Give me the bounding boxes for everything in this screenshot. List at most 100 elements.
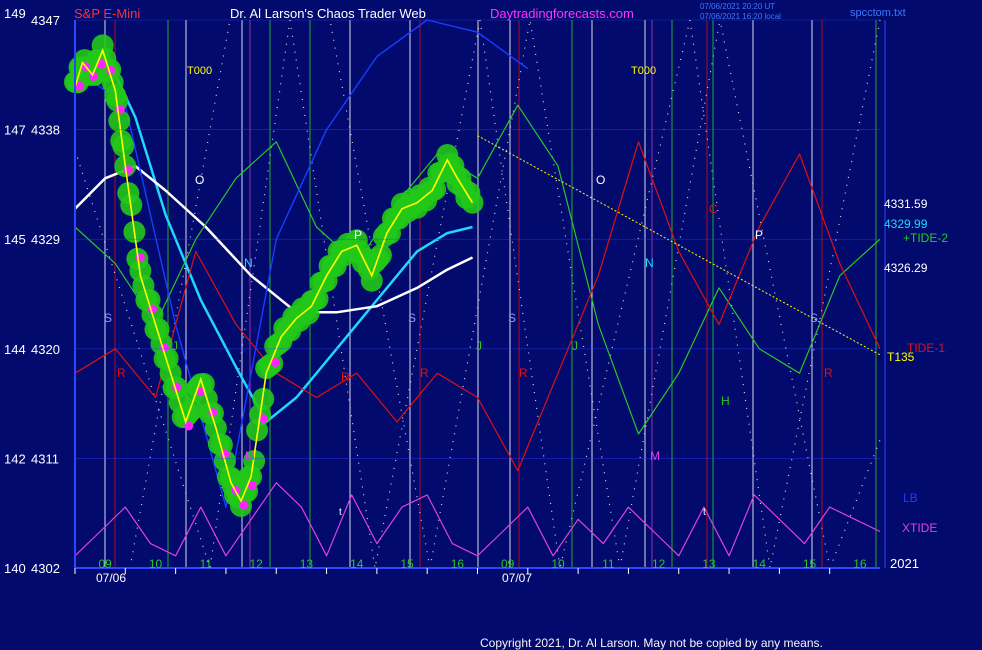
timestamp-local: 07/06/2021 16:20 local <box>700 12 781 21</box>
marker-s-4: S <box>810 311 818 325</box>
marker-p-2: P <box>755 228 763 242</box>
value-label-4326: 4326.29 <box>884 261 928 275</box>
price-glow-113 <box>369 244 392 267</box>
date-label-0706: 07/06 <box>96 571 126 585</box>
price-dot-73 <box>258 414 268 424</box>
series--tide-2 <box>74 104 881 435</box>
x-hour-label-0: 09 <box>99 557 113 571</box>
marker-t000-2: T000 <box>631 65 656 77</box>
author-title: Dr. Al Larson's Chaos Trader Web <box>230 6 426 21</box>
x-hour-label-1: 10 <box>149 557 163 571</box>
value-label-4331: 4331.59 <box>884 197 928 211</box>
marker-n-1: N <box>244 256 253 270</box>
x-hour-label-13: 14 <box>753 557 767 571</box>
price-dot-77 <box>270 358 280 367</box>
x-hour-label-11: 12 <box>652 557 666 571</box>
price-dot-65 <box>239 500 249 510</box>
marker-r-2: R <box>341 370 350 384</box>
marker-t-1: t <box>339 507 342 518</box>
date-label-0707: 07/07 <box>502 571 532 585</box>
marker-p-1: P <box>354 228 362 242</box>
top-outer-tick: 149 <box>4 6 26 21</box>
marker-h: H <box>721 394 730 408</box>
price-dot-69 <box>247 481 257 490</box>
y-outer-tick-1: 147 <box>4 123 26 138</box>
source-file: spcctom.txt <box>850 7 906 19</box>
marker-m-2: M <box>650 449 660 463</box>
legend-tide2: +TIDE-2 <box>903 231 948 245</box>
series-lb <box>74 19 529 508</box>
series-t135 <box>477 135 881 356</box>
y-inner-tick-2: 4329 <box>31 232 60 247</box>
x-hour-label-9: 10 <box>551 557 565 571</box>
price-line <box>74 48 474 503</box>
legend-xtide: XTIDE <box>902 521 937 535</box>
x-hour-label-6: 15 <box>400 557 414 571</box>
marker-s-3: S <box>508 311 516 325</box>
marker-r-5: R <box>824 366 833 380</box>
year-label: 2021 <box>890 556 919 571</box>
dotted-line-9 <box>329 19 431 569</box>
marker-r-3: R <box>420 366 429 380</box>
x-hour-label-8: 09 <box>501 557 515 571</box>
y-inner-tick-4: 4311 <box>31 451 59 466</box>
series-tide-1 <box>74 141 881 472</box>
price-glow-110 <box>360 269 383 292</box>
x-hour-label-10: 11 <box>602 557 615 571</box>
price-layer <box>64 34 484 517</box>
dotted-line-10 <box>429 19 531 569</box>
price-dot-1 <box>75 81 84 91</box>
marker-r-1: R <box>117 366 126 380</box>
y-inner-tick-0: 4347 <box>31 13 60 28</box>
marker-j-2: J <box>476 339 482 353</box>
marker-t-2: t <box>703 507 706 518</box>
legend-tide1: TIDE-1 <box>907 341 945 355</box>
marker-j-1: J <box>172 339 178 353</box>
y-inner-tick-5: 4302 <box>31 561 60 576</box>
legend-t135: T135 <box>887 350 915 364</box>
marker-s-2: S <box>408 311 416 325</box>
y-inner-tick-1: 4338 <box>31 123 60 138</box>
price-glow-47 <box>180 398 203 421</box>
x-hour-label-14: 15 <box>803 557 817 571</box>
marker-r-4: R <box>519 366 528 380</box>
site-title: Daytradingforecasts.com <box>490 6 634 21</box>
price-dot-45 <box>184 421 194 431</box>
marker-n-2: N <box>645 256 654 270</box>
marker-o-1: O <box>195 173 204 187</box>
value-label-4329: 4329.99 <box>884 217 928 231</box>
x-hour-label-3: 12 <box>249 557 263 571</box>
dotted-projection-lines <box>74 19 881 569</box>
y-outer-tick-4: 142 <box>4 451 26 466</box>
y-outer-tick-5: 140 <box>4 561 26 576</box>
x-hour-label-7: 16 <box>451 557 465 571</box>
dotted-line-3 <box>374 19 481 569</box>
x-hour-label-15: 16 <box>853 557 867 571</box>
price-dot-13 <box>97 59 107 69</box>
copyright-notice: Copyright 2021, Dr. Al Larson. May not b… <box>480 636 823 650</box>
legend-lb: LB <box>903 491 918 505</box>
marker-s-1: S <box>104 311 112 325</box>
marker-c: C <box>709 202 718 216</box>
x-hour-label-12: 13 <box>702 557 716 571</box>
series-layer <box>74 19 881 557</box>
dotted-line-12 <box>619 19 721 569</box>
timestamp-ut: 07/06/2021 20:20 UT <box>700 2 775 11</box>
x-hour-label-5: 14 <box>350 557 364 571</box>
marker-o-2: O <box>596 173 605 187</box>
y-outer-tick-2: 145 <box>4 232 26 247</box>
x-hour-label-2: 11 <box>200 557 213 571</box>
y-outer-tick-3: 144 <box>4 342 26 357</box>
x-axis-hour-labels: 09 10 11 12 13 14 15 16 09 10 11 12 13 14 15 16 <box>74 557 867 574</box>
instrument-title: S&P E-Mini <box>74 6 140 21</box>
marker-t000-1: T000 <box>187 65 212 77</box>
dotted-line-8 <box>129 19 231 569</box>
marker-j-3: J <box>572 339 578 353</box>
session-vertical-lines <box>104 20 877 568</box>
y-axis-labels: 4347 147 4338 145 4329 144 4320 142 4311 140 4302 <box>4 13 60 576</box>
y-inner-tick-3: 4320 <box>31 342 60 357</box>
series-cyan-ma <box>74 73 473 424</box>
series-xtide <box>74 482 881 557</box>
price-dot-49 <box>196 387 206 397</box>
